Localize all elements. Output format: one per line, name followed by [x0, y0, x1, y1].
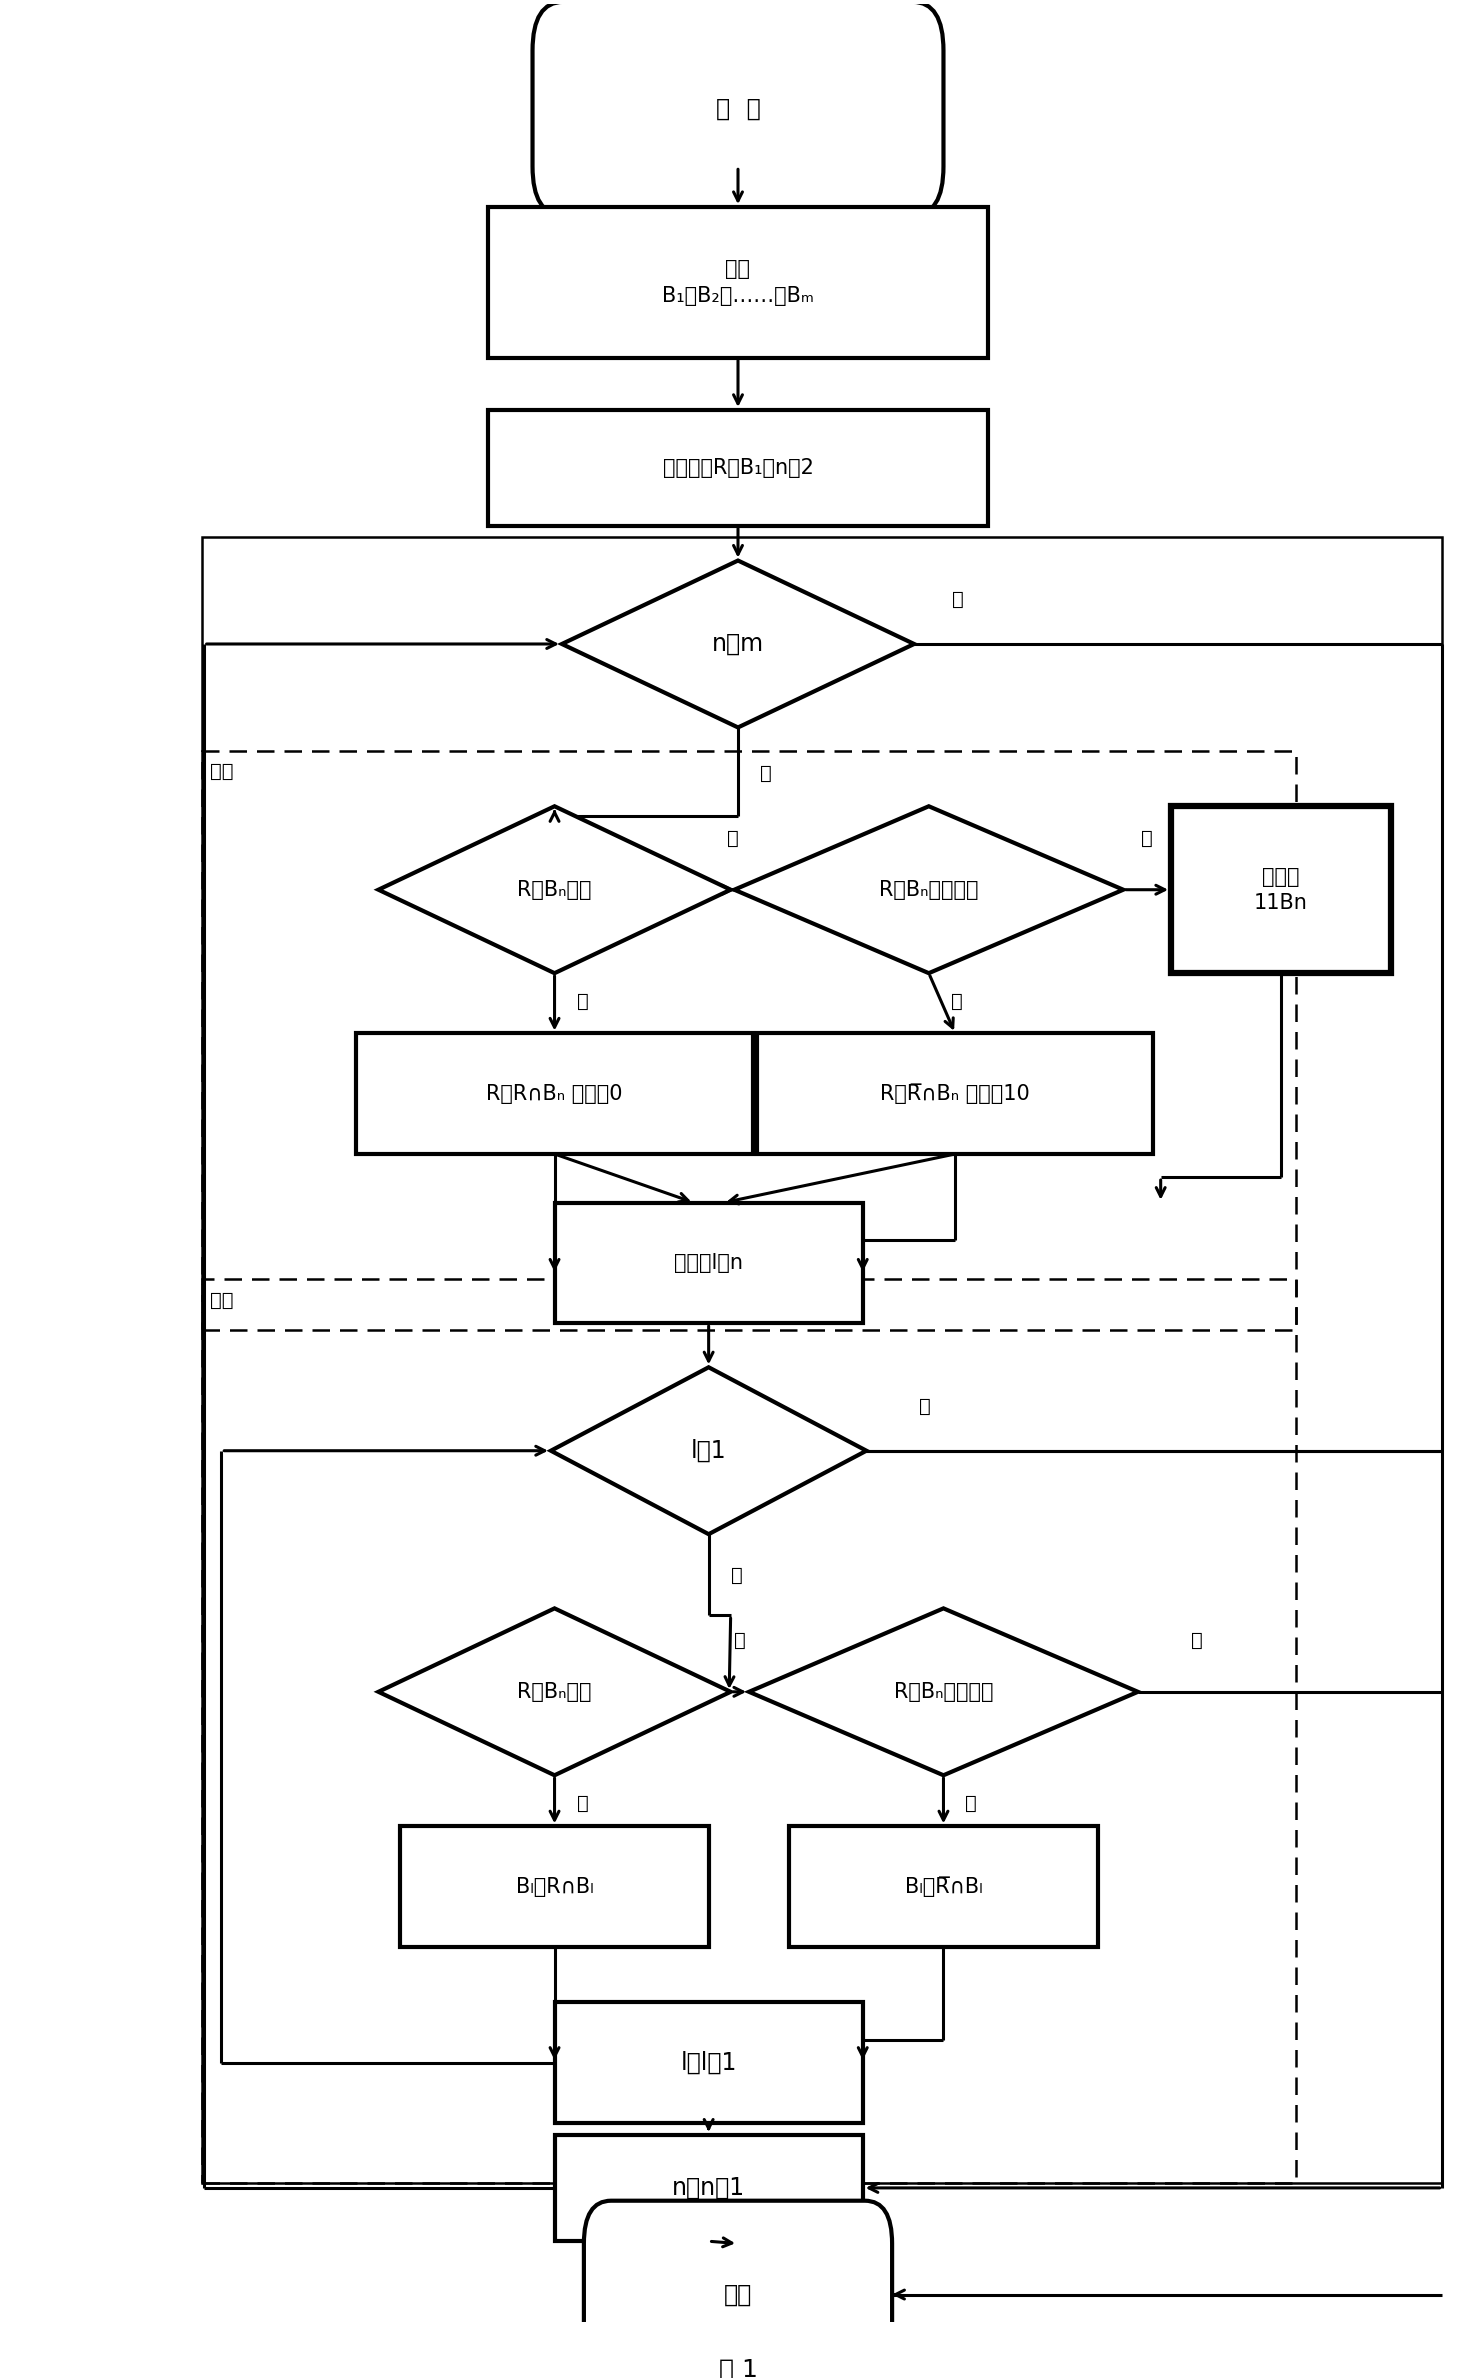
Bar	[489, 409, 987, 526]
Text: 开  始: 开 始	[716, 97, 760, 121]
Text: 否: 否	[1191, 1631, 1203, 1650]
Text: R与Bₙ反相相容: R与Bₙ反相相容	[880, 880, 979, 899]
FancyBboxPatch shape	[533, 2, 943, 214]
Text: 是: 是	[920, 1396, 931, 1415]
Polygon shape	[748, 1608, 1138, 1776]
Bar	[400, 1826, 708, 1948]
Text: 否: 否	[726, 830, 738, 849]
Polygon shape	[735, 806, 1123, 973]
Text: 是: 是	[965, 1793, 977, 1812]
Text: 是: 是	[760, 763, 772, 782]
Text: n＝n＋1: n＝n＋1	[672, 2176, 745, 2200]
Bar	[489, 207, 987, 357]
Text: 标记: 标记	[210, 763, 233, 782]
Text: 否: 否	[1141, 830, 1153, 849]
Text: 标记为
11Bn: 标记为 11Bn	[1255, 866, 1308, 913]
Text: Bₗ＝R̅∩Bₗ: Bₗ＝R̅∩Bₗ	[905, 1876, 983, 1898]
Text: 初始化l＝n: 初始化l＝n	[675, 1253, 742, 1272]
Text: l＝1: l＝1	[691, 1439, 726, 1462]
Bar	[555, 2002, 863, 2124]
Text: R＝R∩Bₙ 标记为0: R＝R∩Bₙ 标记为0	[486, 1084, 623, 1103]
Text: 否: 否	[731, 1567, 742, 1586]
Text: 结束: 结束	[723, 2283, 753, 2307]
Bar	[555, 1203, 863, 1322]
Text: 分块
B₁，B₂，……，Bₘ: 分块 B₁，B₂，……，Bₘ	[663, 259, 813, 304]
Text: Bₗ＝R∩Bₗ: Bₗ＝R∩Bₗ	[515, 1876, 593, 1898]
Text: 初始化，R＝B₁，n＝2: 初始化，R＝B₁，n＝2	[663, 459, 813, 478]
Bar	[202, 537, 1442, 2183]
FancyBboxPatch shape	[584, 2200, 892, 2378]
Polygon shape	[378, 1608, 731, 1776]
Text: 图 1: 图 1	[719, 2357, 757, 2378]
Text: R与Bₙ相容: R与Bₙ相容	[517, 1681, 592, 1703]
Bar	[202, 1279, 1296, 2183]
Text: R与Bₙ反相相容: R与Bₙ反相相容	[894, 1681, 993, 1703]
Text: 是: 是	[951, 992, 962, 1011]
Text: 是: 是	[577, 992, 589, 1011]
Text: R＝R̅∩Bₙ 标记为10: R＝R̅∩Bₙ 标记为10	[880, 1084, 1030, 1103]
Bar	[555, 2135, 863, 2240]
Polygon shape	[551, 1367, 866, 1534]
Text: 否: 否	[734, 1631, 745, 1650]
Polygon shape	[378, 806, 731, 973]
Text: l＝l－1: l＝l－1	[680, 2050, 737, 2074]
Polygon shape	[562, 561, 914, 728]
Bar	[356, 1034, 753, 1153]
Text: 是: 是	[577, 1793, 589, 1812]
Bar	[202, 751, 1296, 1329]
Bar	[1170, 806, 1390, 973]
Text: 否: 否	[952, 590, 964, 609]
Bar	[790, 1826, 1098, 1948]
Text: R与Bₙ相容: R与Bₙ相容	[517, 880, 592, 899]
Text: 回溯: 回溯	[210, 1291, 233, 1310]
Text: n＝m: n＝m	[711, 633, 765, 656]
Bar	[757, 1034, 1153, 1153]
